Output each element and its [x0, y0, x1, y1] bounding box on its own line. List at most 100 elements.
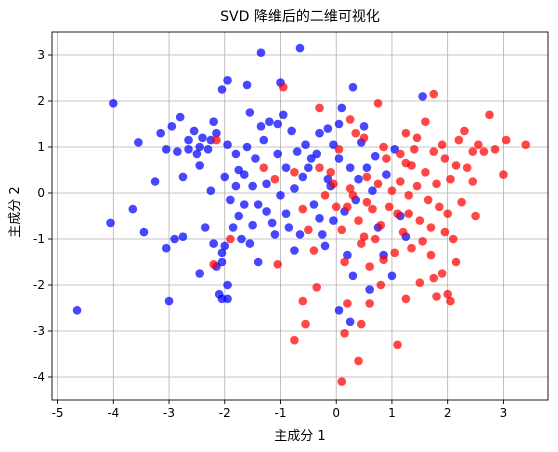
data-point-series-2: [462, 163, 472, 172]
data-point-series-1: [212, 128, 221, 138]
data-point-series-2: [404, 209, 413, 218]
x-tick-label: 3: [500, 406, 508, 420]
data-point-series-1: [348, 82, 358, 92]
plot-frame: [51, 31, 549, 401]
data-point-series-2: [421, 117, 430, 126]
x-tick-label: 0: [332, 406, 340, 420]
data-point-series-1: [256, 122, 266, 131]
data-point-series-2: [451, 257, 461, 267]
y-tick-label: 2: [37, 94, 45, 108]
data-point-series-1: [370, 151, 380, 161]
data-point-series-2: [273, 260, 283, 269]
data-point-series-2: [340, 257, 349, 267]
data-point-series-2: [373, 99, 383, 108]
x-tick-label: -1: [275, 406, 287, 420]
data-point-series-1: [259, 135, 269, 145]
data-point-series-1: [334, 154, 344, 163]
data-point-series-2: [412, 133, 422, 143]
data-point-series-2: [390, 248, 400, 258]
chart-title: SVD 降维后的二维可视化: [220, 9, 380, 25]
data-point-series-1: [161, 145, 171, 154]
y-tick-label: 3: [37, 48, 45, 62]
data-point-series-1: [248, 181, 257, 191]
data-point-series-1: [248, 220, 257, 230]
data-point-series-1: [270, 230, 280, 239]
data-point-series-2: [432, 292, 441, 301]
data-point-series-1: [203, 145, 213, 154]
data-point-series-2: [398, 227, 408, 237]
data-point-series-2: [212, 135, 221, 145]
data-point-series-2: [412, 181, 422, 191]
data-point-series-2: [409, 145, 419, 154]
data-point-series-1: [173, 147, 182, 156]
data-point-series-2: [479, 147, 489, 156]
x-tick-label: -2: [219, 406, 231, 420]
data-point-series-1: [281, 209, 291, 218]
data-point-series-2: [437, 269, 447, 278]
x-tick-label: -5: [52, 406, 64, 420]
data-point-series-1: [217, 257, 227, 267]
data-point-series-2: [309, 246, 319, 255]
data-point-series-2: [401, 128, 411, 138]
data-point-series-1: [345, 163, 355, 172]
data-point-series-2: [387, 186, 397, 195]
data-point-series-2: [315, 163, 324, 172]
data-point-series-2: [340, 329, 349, 338]
data-point-series-1: [228, 223, 238, 232]
data-point-series-1: [368, 186, 377, 195]
data-point-series-1: [198, 133, 207, 143]
data-point-series-2: [443, 209, 452, 218]
data-point-series-2: [298, 296, 308, 306]
data-point-series-2: [437, 140, 447, 149]
data-point-series-2: [429, 147, 439, 156]
data-point-series-1: [109, 99, 118, 108]
data-point-series-1: [320, 241, 330, 251]
data-point-series-2: [432, 179, 441, 189]
x-tick-label: 2: [444, 406, 452, 420]
data-point-series-1: [184, 145, 193, 154]
data-point-series-1: [337, 103, 347, 113]
data-point-series-1: [206, 186, 216, 195]
data-point-series-2: [468, 147, 478, 156]
data-point-series-2: [315, 103, 324, 113]
data-point-series-1: [262, 179, 271, 189]
data-point-series-1: [223, 294, 232, 304]
data-point-series-1: [156, 128, 165, 138]
data-point-series-1: [200, 223, 210, 232]
data-point-series-2: [407, 243, 416, 253]
data-point-series-2: [290, 335, 299, 345]
x-tick-label: -3: [163, 406, 175, 420]
data-point-series-1: [134, 138, 143, 147]
y-tick-label: -1: [33, 232, 45, 246]
data-point-series-1: [323, 124, 333, 133]
data-point-series-1: [253, 257, 263, 267]
data-point-series-1: [362, 163, 372, 172]
data-point-series-1: [265, 117, 274, 126]
data-point-series-2: [343, 202, 352, 212]
data-point-series-2: [474, 140, 483, 149]
data-point-series-1: [223, 280, 232, 290]
data-point-series-2: [426, 223, 436, 232]
data-point-series-1: [290, 184, 299, 193]
data-point-series-2: [429, 273, 439, 283]
data-point-series-2: [365, 299, 374, 308]
data-point-series-2: [345, 115, 355, 124]
data-point-series-1: [209, 117, 218, 126]
data-point-series-1: [306, 154, 316, 163]
x-tick-label: -4: [107, 406, 119, 420]
data-point-series-2: [415, 216, 425, 225]
data-point-series-1: [161, 243, 171, 253]
data-point-series-1: [239, 170, 249, 179]
data-point-series-2: [337, 225, 347, 235]
data-point-series-1: [382, 170, 391, 179]
data-point-series-1: [329, 216, 338, 225]
data-point-series-1: [276, 191, 285, 200]
data-point-series-2: [396, 149, 405, 159]
data-point-series-2: [354, 216, 363, 225]
y-tick-label: 0: [37, 186, 45, 200]
data-point-series-2: [457, 197, 466, 207]
data-point-series-2: [429, 89, 439, 99]
data-point-series-1: [345, 317, 355, 327]
data-point-series-1: [184, 135, 193, 145]
data-point-series-2: [471, 211, 480, 221]
